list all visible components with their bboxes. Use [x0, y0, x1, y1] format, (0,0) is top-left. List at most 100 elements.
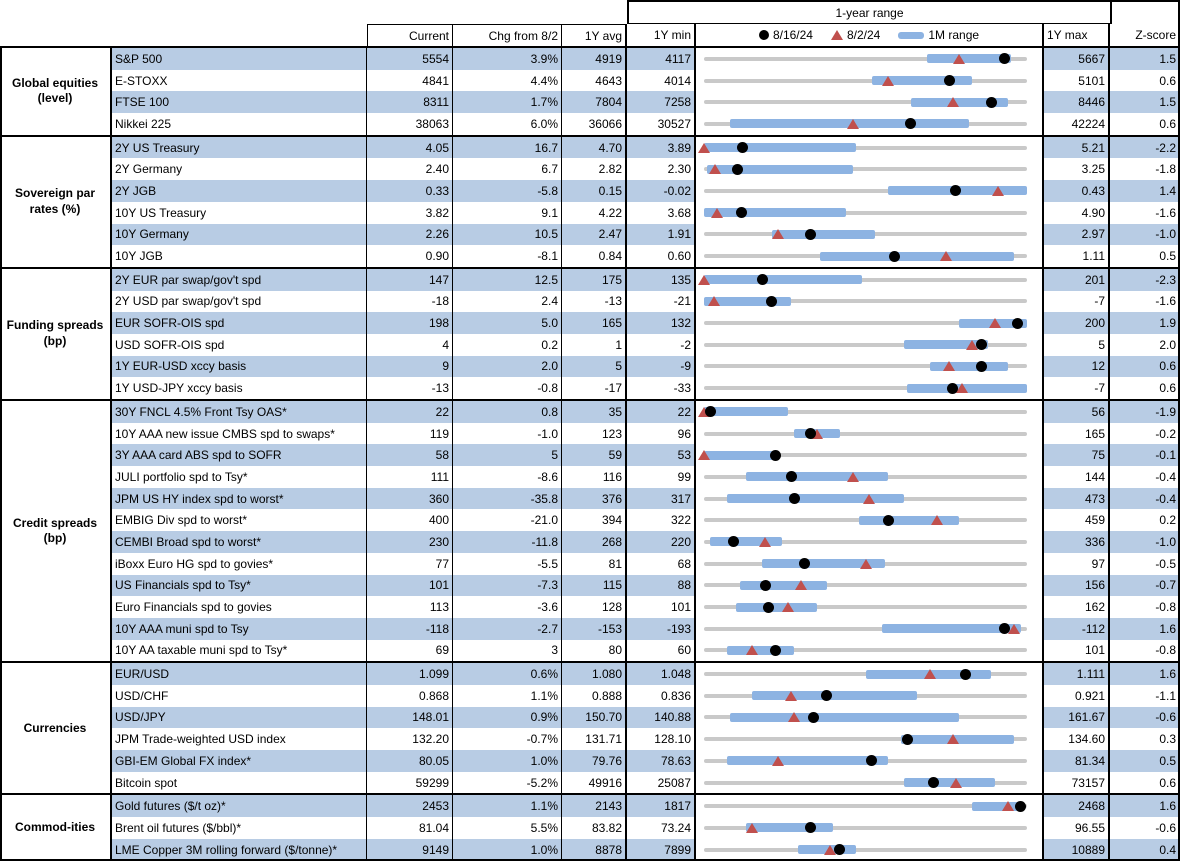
range-chart-cell [696, 617, 1044, 640]
series-name: LME Copper 3M rolling forward ($/tonne)* [112, 838, 367, 861]
one-year-range-track [704, 847, 1027, 852]
chg-cell: 4.4% [453, 69, 562, 92]
one-month-range-bar [707, 164, 853, 174]
range-chart-area [704, 750, 1027, 772]
one-month-range-bar [871, 76, 973, 86]
range-chart-area [704, 334, 1027, 356]
zscore-cell: 0.6 [1159, 73, 1176, 88]
range-chart-cell [696, 355, 1044, 378]
min-cell: 99 [627, 466, 696, 488]
current-cell: 148.01 [367, 706, 453, 729]
max-cell: 1.11 [1044, 245, 1110, 267]
chg-cell: 0.2 [453, 333, 562, 356]
avg-cell: 59 [562, 444, 627, 467]
latest-date-dot-marker [821, 690, 833, 702]
avg-cell: 175 [562, 268, 627, 291]
zscore-cell: -0.7 [1110, 574, 1180, 597]
chg-cell: 1.1% [453, 795, 562, 818]
min-cell: 7258 [627, 91, 696, 114]
one-year-range-track [704, 583, 1027, 588]
table-row: GBI-EM Global FX index* 80.05 1.0% 79.76… [112, 750, 1180, 772]
prior-date-triangle-marker [746, 822, 759, 833]
current-cell: 113 [367, 596, 453, 618]
avg-cell: 81 [562, 552, 627, 575]
min-cell: 73.24 [627, 817, 696, 839]
latest-date-dot-marker [927, 777, 939, 789]
min-cell: 4117 [627, 48, 696, 70]
series-name: Gold futures ($/t oz)* [112, 795, 367, 818]
zscore-cell: -0.1 [1110, 444, 1180, 467]
one-year-range-track [704, 431, 1027, 436]
zscore-cell: -2.3 [1110, 268, 1180, 291]
one-year-range-track [704, 299, 1027, 304]
table-row: USD/CHF 0.868 1.1% 0.888 0.836 0.921 -1.… [112, 684, 1180, 707]
black-dot-icon [758, 30, 769, 40]
latest-date-dot-marker [882, 514, 894, 526]
one-year-range-track [704, 825, 1027, 830]
zscore-cell: 1.6 [1110, 663, 1180, 685]
current-cell: 80.05 [367, 750, 453, 772]
chg-cell: 12.5 [453, 268, 562, 291]
one-month-range-bar [736, 602, 818, 612]
range-group-header: 1-year range [627, 0, 1110, 24]
avg-cell: 7804 [562, 91, 627, 114]
chg-cell: -3.6 [453, 596, 562, 618]
prior-date-triangle-marker [785, 690, 798, 701]
avg-cell: 83.82 [562, 817, 627, 839]
avg-cell: 8878 [562, 838, 627, 861]
chg-cell: 1.7% [453, 91, 562, 114]
chart-legend: 8/16/24 8/2/24 1M range [696, 24, 1044, 46]
series-name: 10Y AAA muni spd to Tsy [112, 617, 367, 640]
series-name: Euro Financials spd to govies [112, 596, 367, 618]
prior-date-triangle-marker [991, 185, 1004, 196]
table-row: Bitcoin spot 59299 -5.2% 49916 25087 731… [112, 771, 1180, 794]
one-year-range-track [704, 364, 1027, 369]
one-month-range-bar [881, 624, 1021, 634]
chg-cell: -8.1 [453, 245, 562, 267]
avg-cell: 80 [562, 639, 627, 662]
range-chart-area [704, 795, 1027, 817]
avg-cell: 116 [562, 466, 627, 488]
range-chart-area [704, 488, 1027, 510]
current-cell: 2453 [367, 795, 453, 818]
max-cell: 12 [1044, 355, 1110, 378]
range-chart-cell [696, 771, 1044, 794]
avg-cell: 4.22 [562, 201, 627, 224]
chg-cell: -1.0 [453, 422, 562, 445]
min-cell: -0.02 [627, 180, 696, 202]
prior-date-triangle-marker [772, 755, 785, 766]
chg-cell: 1.1% [453, 684, 562, 707]
one-month-range-bar [704, 450, 776, 460]
table-row: Nikkei 225 38063 6.0% 36066 30527 42224 … [112, 113, 1180, 135]
latest-date-dot-marker [866, 755, 878, 767]
table-row: 10Y AAA muni spd to Tsy -118 -2.7 -153 -… [112, 617, 1180, 640]
latest-date-dot-marker [947, 382, 959, 394]
one-month-range-bar [745, 472, 889, 482]
avg-cell: 0.888 [562, 684, 627, 707]
min-cell: 317 [627, 487, 696, 510]
zscore-cell: -0.8 [1155, 600, 1176, 615]
series-name: JPM US HY index spd to worst* [112, 487, 367, 510]
range-chart-cell [696, 201, 1044, 224]
max-cell: 5101 [1044, 69, 1110, 92]
one-month-range-bar [710, 537, 782, 547]
range-chart-area [704, 113, 1027, 135]
prior-date-triangle-marker [698, 274, 710, 285]
zscore-cell: 0.2 [1159, 513, 1176, 528]
current-cell: 9149 [367, 838, 453, 861]
group-rows: S&P 500 5554 3.9% 4919 4117 5667 1.5 E-S… [112, 48, 1180, 135]
zscore-cell: -2.2 [1110, 136, 1180, 159]
series-name: 2Y JGB [112, 180, 367, 202]
range-chart-cell [696, 466, 1044, 488]
zscore-cell: -0.4 [1110, 487, 1180, 510]
table-row: EUR SOFR-OIS spd 198 5.0 165 132 200 1.9 [112, 312, 1180, 334]
current-cell: 5554 [367, 48, 453, 70]
range-chart-cell [696, 750, 1044, 772]
latest-date-dot-marker [735, 207, 747, 219]
series-name: 30Y FNCL 4.5% Front Tsy OAS* [112, 401, 367, 423]
one-month-range-bar [771, 229, 876, 239]
one-year-range-track [704, 277, 1027, 282]
prior-date-triangle-marker [846, 471, 859, 482]
table-row: 2Y Germany 2.40 6.7 2.82 2.30 3.25 -1.8 [112, 158, 1180, 181]
min-cell: 60 [627, 639, 696, 662]
